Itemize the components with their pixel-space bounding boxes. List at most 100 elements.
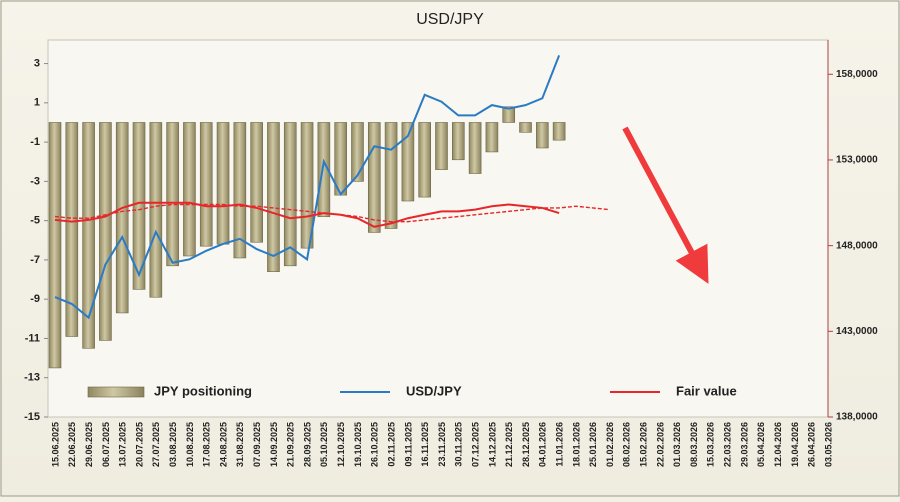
y-tick-label: -15: [24, 411, 40, 423]
bar: [367, 122, 381, 233]
bar: [233, 122, 247, 259]
x-tick-label: 22.06.2025: [67, 422, 77, 467]
plot-area: [47, 39, 829, 418]
x-tick-label: 15.06.2025: [50, 422, 60, 467]
x-tick-label: 23.11.2025: [437, 422, 447, 467]
y-tick-label: -13: [24, 372, 40, 384]
bar: [351, 122, 364, 182]
bar: [166, 122, 179, 267]
bar: [519, 122, 532, 133]
bar: [552, 122, 566, 141]
x-tick-label: 14.12.2025: [487, 422, 497, 467]
x-tick-label: 25.01.2026: [588, 422, 598, 467]
x-tick-label: 21.09.2025: [286, 422, 296, 467]
x-tick-label: 01.03.2026: [672, 422, 682, 467]
x-tick-label: 05.04.2026: [756, 422, 766, 467]
x-tick-label: 05.10.2025: [319, 422, 329, 467]
bar: [435, 122, 448, 170]
x-tick-label: 06.07.2025: [101, 422, 111, 467]
y-tick-label: 1: [34, 97, 40, 109]
x-tick-label: 03.05.2026: [823, 422, 833, 467]
y2-tick-label: 143,0000: [836, 326, 878, 337]
chart-title: USD/JPY: [416, 11, 484, 28]
x-tick-label: 26.10.2025: [370, 422, 380, 467]
bar: [485, 122, 499, 153]
x-tick-label: 26.04.2026: [807, 422, 817, 467]
bar: [183, 122, 196, 257]
y2-tick-label: 158,0000: [836, 69, 878, 80]
y2-tick-label: 153,0000: [836, 155, 878, 166]
x-tick-label: 22.03.2026: [723, 422, 733, 467]
x-tick-label: 31.08.2025: [235, 422, 245, 467]
x-tick-label: 28.12.2025: [521, 422, 531, 467]
x-tick-label: 19.04.2026: [790, 422, 800, 467]
bar: [99, 122, 112, 341]
bar: [216, 122, 230, 245]
x-tick-label: 07.09.2025: [252, 422, 262, 467]
y2-tick-label: 138,0000: [836, 412, 878, 423]
y-tick-label: -5: [30, 215, 40, 227]
annotation-arrow: [622, 126, 709, 284]
x-tick-label: 22.02.2026: [655, 422, 665, 467]
y-tick-label: -3: [30, 175, 40, 187]
bar: [317, 122, 331, 218]
x-tick-label: 02.11.2025: [386, 422, 396, 467]
legend-label: Fair value: [676, 383, 737, 398]
legend-swatch: [87, 386, 145, 398]
x-tick-label: 15.02.2026: [639, 422, 649, 467]
x-tick-label: 30.11.2025: [454, 422, 464, 467]
bar: [82, 122, 95, 349]
x-tick-label: 09.11.2025: [403, 422, 413, 467]
trend-line: [54, 203, 610, 223]
x-tick-label: 11.01.2026: [555, 422, 565, 467]
x-tick-label: 28.09.2025: [302, 422, 312, 467]
x-tick-label: 29.06.2025: [84, 422, 94, 467]
bar: [149, 122, 163, 298]
y-tick-label: 3: [34, 57, 40, 69]
x-tick-label: 10.08.2025: [185, 422, 195, 467]
x-tick-label: 12.10.2025: [336, 422, 346, 467]
x-tick-label: 13.07.2025: [118, 422, 128, 467]
y-tick-label: -7: [30, 254, 40, 266]
x-tick-label: 15.03.2026: [706, 422, 716, 467]
x-tick-label: 19.10.2025: [353, 422, 363, 467]
bar: [250, 122, 263, 243]
bar: [115, 122, 129, 314]
bar: [267, 122, 280, 272]
bar: [452, 122, 465, 161]
x-tick-label: 07.12.2025: [470, 422, 480, 467]
x-tick-label: 16.11.2025: [420, 422, 430, 467]
x-tick-label: 12.04.2026: [773, 422, 783, 467]
x-tick-label: 08.03.2026: [689, 422, 699, 467]
y2-tick-label: 148,0000: [836, 240, 878, 251]
x-tick-label: 04.01.2026: [538, 422, 548, 467]
x-tick-label: 24.08.2025: [218, 422, 228, 467]
bar: [468, 122, 482, 174]
line: [54, 201, 560, 228]
bar: [536, 122, 549, 149]
x-tick-label: 29.03.2026: [739, 422, 749, 467]
x-tick-label: 14.09.2025: [269, 422, 279, 467]
x-tick-label: 27.07.2025: [151, 422, 161, 467]
bar: [199, 122, 213, 247]
bar: [65, 122, 79, 337]
bar: [401, 122, 415, 202]
x-tick-label: 08.02.2026: [622, 422, 632, 467]
bar: [283, 122, 297, 267]
x-tick-label: 17.08.2025: [202, 422, 212, 467]
x-tick-label: 03.08.2025: [168, 422, 178, 467]
bar: [132, 122, 146, 290]
line: [54, 55, 561, 320]
x-tick-label: 20.07.2025: [134, 422, 144, 467]
x-tick-label: 01.02.2026: [605, 422, 615, 467]
legend-label: JPY positioning: [154, 383, 252, 398]
y-tick-label: -1: [30, 136, 40, 148]
bar: [502, 106, 516, 123]
bar: [384, 122, 398, 229]
bar: [418, 122, 431, 198]
x-tick-label: 21.12.2025: [504, 422, 514, 467]
bar: [48, 122, 62, 369]
y-tick-label: -9: [30, 293, 40, 305]
y-tick-label: -11: [25, 332, 40, 344]
